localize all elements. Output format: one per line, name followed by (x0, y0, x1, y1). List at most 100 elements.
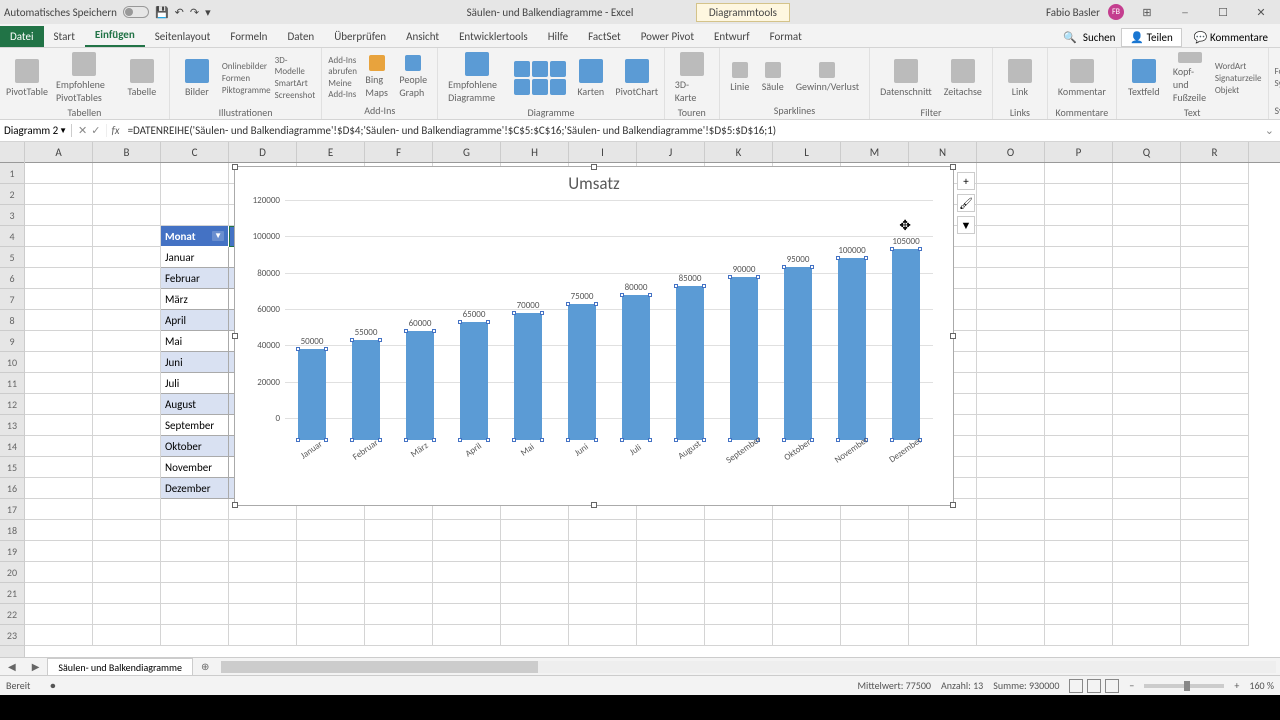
column-header[interactable]: B (93, 142, 161, 162)
sheet-tab-active[interactable]: Säulen- und Balkendiagramme (47, 658, 193, 676)
tab-layout[interactable]: Seitenlayout (145, 26, 221, 47)
cell[interactable] (25, 268, 93, 289)
cell[interactable] (93, 562, 161, 583)
search-label[interactable]: Suchen (1083, 31, 1116, 44)
cell[interactable] (93, 478, 161, 499)
cell[interactable] (25, 499, 93, 520)
cell[interactable] (1045, 226, 1113, 247)
my-addins-button[interactable]: Meine Add-Ins (328, 78, 358, 100)
accept-formula-icon[interactable]: ✓ (91, 124, 100, 137)
cell[interactable] (909, 583, 977, 604)
cell[interactable] (25, 604, 93, 625)
cell[interactable] (1113, 457, 1181, 478)
cell[interactable] (1181, 373, 1249, 394)
tab-formulas[interactable]: Formeln (220, 26, 277, 47)
signature-button[interactable]: Signaturzeile (1215, 73, 1262, 84)
column-header[interactable]: L (773, 142, 841, 162)
cell[interactable] (909, 625, 977, 646)
cell[interactable] (909, 604, 977, 625)
cell[interactable] (1113, 247, 1181, 268)
cell[interactable] (501, 625, 569, 646)
cell[interactable] (977, 163, 1045, 184)
row-header[interactable]: 13 (0, 415, 24, 436)
cell[interactable] (25, 205, 93, 226)
name-box[interactable]: Diagramm 2▼ (0, 124, 72, 137)
row-header[interactable]: 4 (0, 226, 24, 247)
cell[interactable] (25, 184, 93, 205)
column-header[interactable]: P (1045, 142, 1113, 162)
chart-bar[interactable] (298, 349, 326, 440)
cell[interactable] (433, 625, 501, 646)
tab-format[interactable]: Format (760, 26, 812, 47)
textbox-button[interactable]: Textfeld (1123, 50, 1165, 106)
cell[interactable] (25, 625, 93, 646)
cell[interactable] (1181, 415, 1249, 436)
cell[interactable] (569, 562, 637, 583)
cell[interactable] (1181, 499, 1249, 520)
cell[interactable] (25, 394, 93, 415)
filter-dropdown-icon[interactable]: ▼ (212, 231, 224, 241)
comments-button[interactable]: 💬 Kommentare (1188, 29, 1274, 46)
cell[interactable] (25, 310, 93, 331)
cell[interactable] (1181, 310, 1249, 331)
wordart-button[interactable]: WordArt (1215, 61, 1262, 72)
chart-bar[interactable] (460, 322, 488, 440)
cell[interactable] (1181, 541, 1249, 562)
table-cell[interactable]: Mai (161, 331, 229, 352)
cell[interactable] (229, 625, 297, 646)
cell[interactable] (1045, 625, 1113, 646)
cell[interactable] (1113, 205, 1181, 226)
cell[interactable] (569, 520, 637, 541)
record-macro-icon[interactable]: ⏺ (50, 679, 55, 692)
cell[interactable] (1113, 226, 1181, 247)
table-cell[interactable]: Oktober (161, 436, 229, 457)
cell[interactable] (25, 520, 93, 541)
cell[interactable] (93, 289, 161, 310)
cell[interactable] (93, 394, 161, 415)
cell[interactable] (841, 562, 909, 583)
cell[interactable] (569, 583, 637, 604)
cell[interactable] (25, 436, 93, 457)
cell[interactable] (433, 520, 501, 541)
cell[interactable] (909, 520, 977, 541)
cell[interactable] (1181, 226, 1249, 247)
cell[interactable] (1045, 478, 1113, 499)
link-button[interactable]: Link (999, 50, 1041, 106)
row-header[interactable]: 2 (0, 184, 24, 205)
column-header[interactable]: Q (1113, 142, 1181, 162)
cell[interactable] (637, 604, 705, 625)
cell[interactable] (977, 478, 1045, 499)
row-header[interactable]: 9 (0, 331, 24, 352)
cell[interactable] (1045, 457, 1113, 478)
chart-type-icon[interactable] (514, 79, 530, 95)
cell[interactable] (841, 625, 909, 646)
smartart-button[interactable]: SmartArt (275, 78, 316, 89)
cell[interactable] (1045, 268, 1113, 289)
zoom-out-icon[interactable]: − (1129, 679, 1134, 692)
cell[interactable] (1113, 163, 1181, 184)
cell[interactable] (93, 184, 161, 205)
cell[interactable] (1181, 478, 1249, 499)
zoom-in-icon[interactable]: + (1234, 679, 1239, 692)
cell[interactable] (1113, 310, 1181, 331)
row-header[interactable]: 16 (0, 478, 24, 499)
cell[interactable] (501, 541, 569, 562)
row-header[interactable]: 18 (0, 520, 24, 541)
cell[interactable] (25, 373, 93, 394)
cell[interactable] (1045, 394, 1113, 415)
cell[interactable] (1181, 457, 1249, 478)
cell[interactable] (93, 226, 161, 247)
cell[interactable] (25, 289, 93, 310)
table-cell[interactable]: November (161, 457, 229, 478)
recommended-charts-button[interactable]: Empfohlene Diagramme (444, 50, 510, 106)
cell[interactable] (1045, 436, 1113, 457)
row-header[interactable]: 15 (0, 457, 24, 478)
cell[interactable] (161, 541, 229, 562)
cell[interactable] (1113, 373, 1181, 394)
cell[interactable] (25, 415, 93, 436)
cell[interactable] (93, 163, 161, 184)
tab-file[interactable]: Datei (0, 26, 44, 47)
chart-type-icon[interactable] (514, 61, 530, 77)
select-all-corner[interactable] (0, 142, 24, 163)
chart-bar[interactable] (892, 249, 920, 440)
